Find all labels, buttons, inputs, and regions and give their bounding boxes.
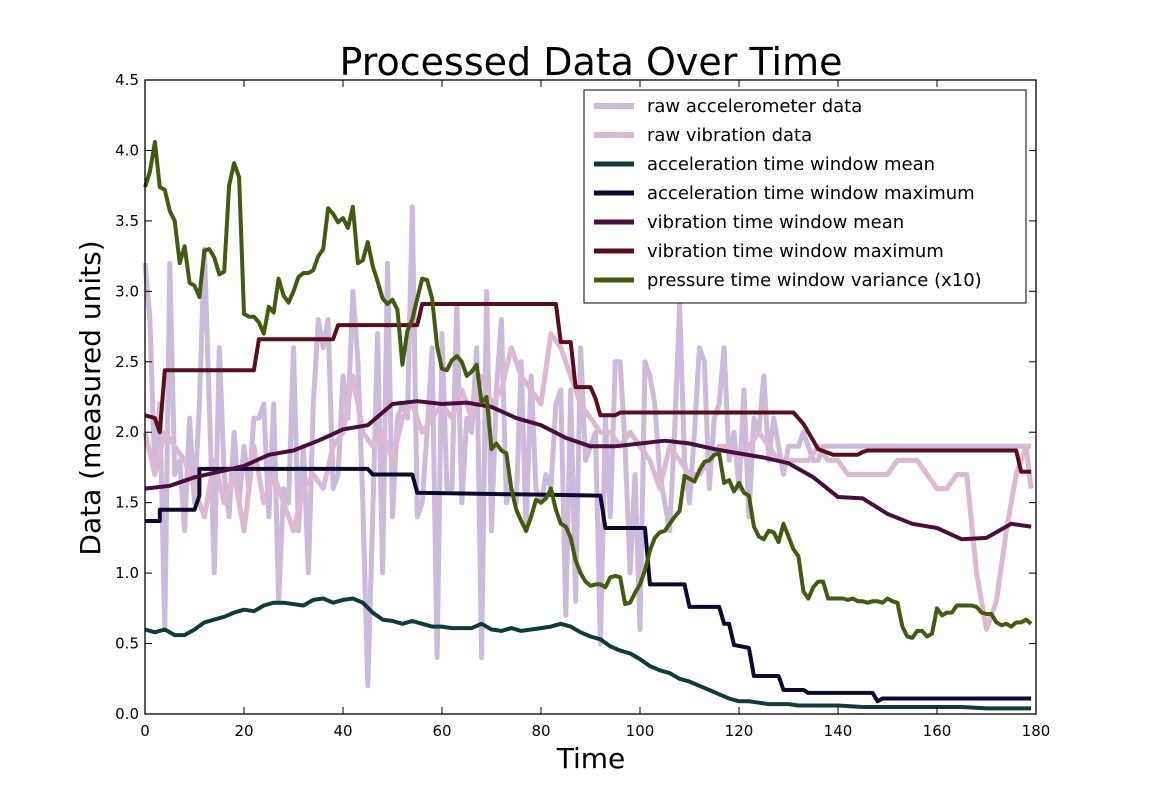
legend-label: vibration time window maximum — [647, 241, 944, 262]
x-tick-label: 20 — [234, 722, 253, 740]
x-tick-label: 80 — [531, 722, 550, 740]
chart-title: Processed Data Over Time — [339, 40, 842, 84]
series-layer — [142, 140, 1034, 711]
legend-label: acceleration time window maximum — [647, 183, 975, 204]
y-tick-label: 4.5 — [115, 71, 139, 89]
x-tick-label: 100 — [626, 722, 655, 740]
legend-label: vibration time window mean — [647, 212, 904, 233]
x-tick-label: 120 — [725, 722, 754, 740]
y-tick-label: 3.0 — [115, 282, 139, 300]
y-axis-title: Data (measured units) — [74, 240, 107, 555]
legend-label: raw accelerometer data — [647, 96, 862, 117]
legend: raw accelerometer data raw vibration data… — [583, 89, 1027, 304]
y-tick-label: 1.0 — [115, 564, 139, 582]
plot-frame — [144, 79, 1037, 715]
legend-label: pressure time window variance (x10) — [647, 270, 982, 291]
legend-label: acceleration time window mean — [647, 154, 935, 175]
x-tick-label: 180 — [1022, 722, 1051, 740]
y-tick-label: 3.5 — [115, 212, 139, 230]
y-tick-label: 4.0 — [115, 141, 139, 159]
x-tick-label: 140 — [824, 722, 853, 740]
legend-label: raw vibration data — [647, 125, 812, 146]
y-tick-label: 0.0 — [115, 705, 139, 723]
series-line-2 — [142, 331, 1034, 632]
series-line-4 — [145, 466, 1032, 704]
ticks-layer: 0 20 40 60 80 100 120 140 160 180 0.0 0.5 1.0 1.5 2.0 2… — [115, 71, 1050, 740]
y-tick-label: 2.5 — [115, 353, 139, 371]
x-axis-title: Time — [556, 742, 626, 775]
x-tick-label: 160 — [923, 722, 952, 740]
series-line-3 — [144, 596, 1032, 711]
x-tick-label: 40 — [333, 722, 352, 740]
series-line-7 — [143, 140, 1033, 640]
series-line-5 — [144, 399, 1032, 542]
y-tick-label: 0.5 — [115, 635, 139, 653]
x-tick-label: 60 — [432, 722, 451, 740]
y-tick-label: 1.5 — [115, 494, 139, 512]
y-tick-label: 2.0 — [115, 423, 139, 441]
legend-frame — [583, 89, 1027, 304]
series-line-6 — [144, 302, 1032, 474]
x-tick-label: 0 — [140, 722, 150, 740]
